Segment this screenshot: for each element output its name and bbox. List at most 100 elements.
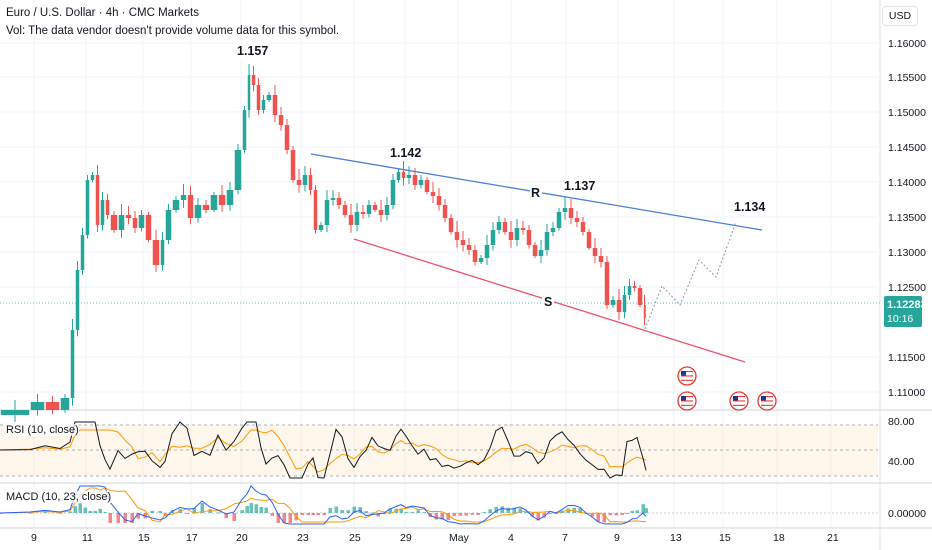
candle-body [574,218,580,222]
candle-body [556,212,562,228]
candle-body [568,208,574,218]
bar-countdown: 10:16 [887,313,914,325]
time-tick: 11 [82,532,93,544]
macd-histogram-bar [254,504,258,513]
macd-histogram-bar [518,508,522,513]
macd-histogram-bar [440,513,444,520]
candle-body [562,208,568,212]
candle-body [598,256,604,262]
macd-histogram-bar [116,513,120,523]
time-tick: 17 [186,532,198,544]
price-tick: 1.16000 [888,38,926,50]
candle-body [360,212,366,214]
callout-recent: 1.137 [564,179,595,193]
rsi-title[interactable]: RSI (10, close) [6,424,79,436]
us-flag-icon[interactable] [757,391,777,411]
candle-body [490,230,496,245]
candle-body [284,125,290,150]
candle-body [85,180,90,235]
candle-body [105,200,110,215]
candle-body [396,172,401,180]
macd-histogram-bar [446,513,450,521]
candle-body [366,205,372,214]
us-flag-icon[interactable] [677,366,697,386]
candle-body [45,402,60,410]
support-letter: S [544,295,552,309]
macd-histogram-bar [68,511,72,513]
macd-histogram-bar [370,512,374,514]
candle-body [448,218,454,232]
indicator-bands [0,424,878,514]
symbol-title[interactable]: Euro / U.S. Dollar · 4h · CMC Markets [6,7,199,19]
candle-body [290,150,296,180]
flag-stripe [761,404,773,406]
macd-histogram-bar [644,508,648,513]
macd-histogram-bar [620,513,624,515]
flag-stripe [681,375,693,377]
currency-button[interactable]: USD [882,6,918,26]
macd-histogram-bar [630,510,634,513]
time-tick: 7 [562,532,568,544]
candle-body [604,262,610,305]
candle-body [508,232,514,240]
macd-histogram-bar [382,513,386,515]
flag-stripe [681,402,693,404]
macd-histogram-bar [259,506,263,513]
candlesticks[interactable] [0,64,646,422]
candle-body [118,215,125,230]
candle-body [160,240,165,265]
time-tick: 25 [349,532,361,544]
price-tick: 1.13500 [888,212,926,224]
macd-histogram-bar [608,513,612,516]
flag-stripe [761,398,773,400]
candle-body [544,232,550,250]
candle-body [324,200,330,225]
trend-lines[interactable] [0,153,880,363]
candle-body [218,195,226,205]
candle-body [484,245,490,258]
macd-histogram-bar [306,513,310,515]
macd-line [0,485,647,525]
candle-body [0,410,30,415]
price-tick: 1.11500 [888,352,925,364]
candle-body [466,245,472,250]
candle-body [378,210,384,215]
macd-histogram-bar [224,513,228,519]
candle-body [632,286,637,288]
time-tick: 9 [31,532,37,544]
candle-body [194,205,202,218]
macd-histogram-bar [488,509,492,513]
candle-body [132,218,138,228]
time-tick: May [449,532,470,544]
macd-histogram-bar [458,513,462,516]
candle-body [256,85,261,110]
macd-histogram-bar [73,506,77,513]
time-tick: 15 [719,532,731,544]
price-tick: 1.15000 [888,107,926,119]
flag-stripe [733,404,745,406]
flag-stripe [681,373,693,375]
candle-body [418,180,424,185]
candle-body [266,95,272,100]
macd-histogram-bar [596,513,600,522]
candle-body [502,222,508,232]
macd-histogram-bar [130,513,134,523]
projection-path[interactable] [644,221,737,330]
us-flag-icon[interactable] [729,391,749,411]
macd-title[interactable]: MACD (10, 23, close) [6,491,112,503]
rsi-tick: 80.00 [888,416,914,428]
macd-histogram-bar [240,510,244,513]
candle-body [234,150,242,190]
macd-histogram-bar [500,506,504,513]
macd-histogram-bar [464,513,468,516]
macd-histogram-bar [245,506,249,513]
us-flag-icon[interactable] [677,391,697,411]
macd-histogram-bar [388,508,392,513]
candle-body [526,230,532,245]
candle-body [308,175,313,190]
flag-stripe [681,371,693,373]
rsi-band [0,425,878,476]
event-icons[interactable] [677,366,777,411]
